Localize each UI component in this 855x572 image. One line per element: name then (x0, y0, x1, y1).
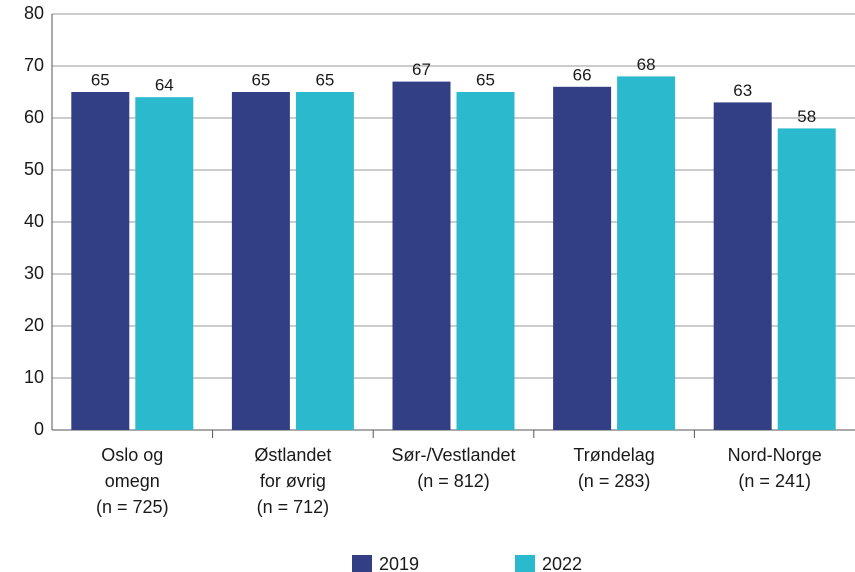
value-label: 65 (91, 70, 110, 89)
bar (777, 128, 836, 430)
value-label: 58 (797, 107, 816, 126)
bar (71, 92, 130, 430)
value-label: 64 (155, 76, 174, 95)
legend-label: 2019 (379, 554, 419, 572)
y-tick-label: 60 (24, 107, 44, 127)
value-label: 68 (637, 55, 656, 74)
x-tick-label: (n = 812) (417, 471, 490, 491)
value-label: 65 (476, 70, 495, 89)
bar (392, 81, 451, 430)
y-tick-label: 10 (24, 367, 44, 387)
bar (135, 97, 194, 430)
legend-swatch (352, 555, 372, 572)
y-tick-label: 30 (24, 263, 44, 283)
x-tick-label: Trøndelag (573, 445, 654, 465)
x-tick-label: Sør-/Vestlandet (391, 445, 515, 465)
value-label: 67 (412, 60, 431, 79)
legend-swatch (515, 555, 535, 572)
bar (553, 86, 612, 431)
bar (617, 76, 676, 431)
value-label: 63 (733, 81, 752, 100)
y-tick-label: 20 (24, 315, 44, 335)
bar (231, 92, 290, 430)
y-tick-label: 80 (24, 3, 44, 23)
value-label: 66 (573, 65, 592, 84)
x-tick-label: (n = 283) (578, 471, 651, 491)
y-tick-label: 70 (24, 55, 44, 75)
bar (713, 102, 772, 431)
x-tick-label: for øvrig (260, 471, 326, 491)
bar (295, 92, 354, 430)
x-tick-label: Oslo og (101, 445, 163, 465)
y-tick-label: 50 (24, 159, 44, 179)
x-tick-label: Østlandet (254, 445, 331, 465)
x-tick-label: omegn (105, 471, 160, 491)
x-tick-label: (n = 241) (738, 471, 811, 491)
y-tick-label: 0 (34, 419, 44, 439)
x-tick-label: (n = 712) (257, 497, 330, 517)
bar (456, 92, 515, 430)
x-tick-label: (n = 725) (96, 497, 169, 517)
legend-label: 2022 (542, 554, 582, 572)
y-tick-label: 40 (24, 211, 44, 231)
value-label: 65 (315, 70, 334, 89)
x-tick-label: Nord-Norge (728, 445, 822, 465)
value-label: 65 (251, 70, 270, 89)
